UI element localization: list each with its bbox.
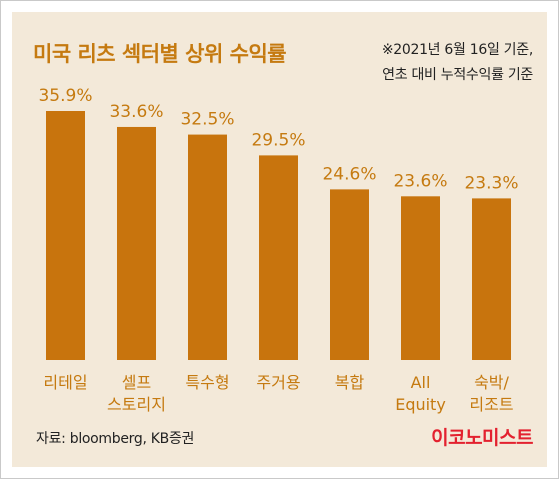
- note-line-1: ※2021년 6월 16일 기준,: [381, 42, 533, 58]
- bar-2: [117, 126, 156, 361]
- value-label-3: 32.5%: [180, 110, 234, 130]
- value-label-6: 23.6%: [393, 171, 447, 191]
- value-label-1: 35.9%: [38, 86, 92, 106]
- brand-logo: 이코노미스트: [431, 427, 533, 449]
- bar-5: [330, 189, 369, 360]
- category-label-1: 리테일: [43, 373, 87, 392]
- value-label-5: 24.6%: [322, 164, 376, 184]
- value-label-2: 33.6%: [109, 102, 163, 122]
- category-label-2-line-1: 셀프: [122, 373, 151, 392]
- category-label-7-line-1: 숙박/: [474, 373, 509, 392]
- category-label-5: 복합: [335, 373, 365, 392]
- chart-note: ※2021년 6월 16일 기준, 연초 대비 누적수익률 기준: [382, 38, 533, 88]
- bar-3: [188, 134, 227, 360]
- bar-1: [46, 111, 85, 360]
- chart-title: 미국 리츠 섹터별 상위 수익률: [33, 42, 287, 66]
- value-label-7: 23.3%: [464, 173, 518, 193]
- note-line-2: 연초 대비 누적수익률 기준: [382, 67, 533, 83]
- bar-4: [259, 155, 298, 360]
- category-label-4: 주거용: [256, 373, 300, 392]
- source-note: 자료: bloomberg, KB증권: [36, 431, 195, 447]
- category-label-7-line-2: 리조트: [469, 395, 513, 414]
- category-label-6-line-2: Equity: [395, 395, 446, 414]
- bar-7: [472, 198, 511, 360]
- category-label-2-line-2: 스토리지: [107, 395, 166, 414]
- category-label-6-line-1: All: [411, 373, 431, 392]
- bar-6: [401, 196, 440, 360]
- value-label-4: 29.5%: [251, 130, 305, 150]
- category-label-3: 특수형: [185, 373, 229, 392]
